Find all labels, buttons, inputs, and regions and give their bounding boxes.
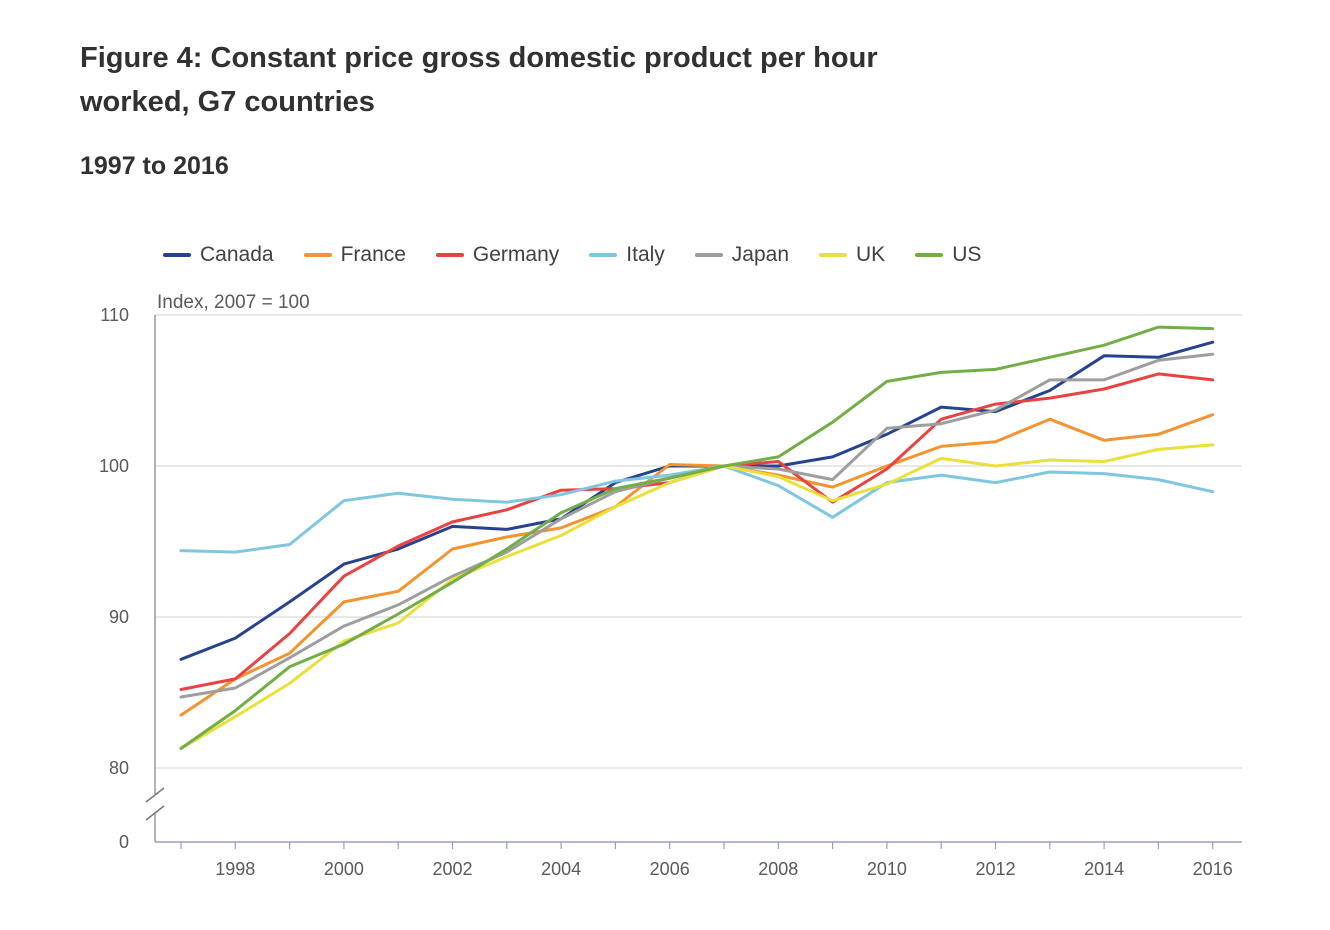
legend-label-us: US <box>952 243 982 266</box>
chart-subtitle: 1997 to 2016 <box>80 152 229 180</box>
x-tick-label-2014: 2014 <box>1084 859 1124 879</box>
x-tick-label-2006: 2006 <box>650 859 690 879</box>
legend-item-canada[interactable]: Canada <box>163 243 274 267</box>
chart-legend: Canada France Germany Italy Japan UK US <box>163 243 981 267</box>
legend-item-italy[interactable]: Italy <box>589 243 665 267</box>
x-tick-label-2000: 2000 <box>324 859 364 879</box>
series-line-canada <box>179 340 1215 661</box>
y-tick-label-80: 80 <box>109 758 129 778</box>
legend-item-japan[interactable]: Japan <box>694 243 790 267</box>
x-tick-label-2008: 2008 <box>758 859 798 879</box>
legend-swatch-italy <box>589 253 618 257</box>
legend-label-germany: Germany <box>472 243 560 266</box>
legend-label-canada: Canada <box>200 243 274 266</box>
chart-axes <box>145 315 1242 849</box>
legend-swatch-canada <box>163 253 191 257</box>
legend-label-italy: Italy <box>626 243 665 266</box>
x-tick-label-2004: 2004 <box>541 859 581 879</box>
chart-gridlines <box>155 314 1242 769</box>
y-tick-label-100: 100 <box>99 456 129 476</box>
x-tick-label-1998: 1998 <box>215 859 255 879</box>
y-tick-label-110: 110 <box>100 305 129 325</box>
legend-swatch-japan <box>694 253 723 257</box>
legend-swatch-germany <box>435 253 464 257</box>
x-tick-label-2012: 2012 <box>975 859 1015 879</box>
series-line-italy <box>179 464 1215 554</box>
series-line-japan <box>179 352 1215 699</box>
x-tick-label-2010: 2010 <box>867 859 907 879</box>
legend-item-us[interactable]: US <box>915 243 981 267</box>
y-tick-label-0: 0 <box>119 832 129 852</box>
series-line-france <box>179 413 1215 717</box>
chart-title: Figure 4: Constant price gross domestic … <box>80 42 878 118</box>
legend-swatch-uk <box>819 253 848 257</box>
legend-item-germany[interactable]: Germany <box>435 243 560 267</box>
axis-break-mark-upper <box>145 787 165 803</box>
chart-series <box>179 325 1215 750</box>
legend-item-uk[interactable]: UK <box>819 243 885 267</box>
y-tick-label-90: 90 <box>109 607 129 627</box>
legend-item-france[interactable]: France <box>303 243 406 267</box>
legend-label-uk: UK <box>856 243 886 266</box>
x-tick-label-2002: 2002 <box>432 859 472 879</box>
chart-labels: 80 90 100 110 0 Index, 2007 = 100 1998 2000 2002… <box>99 292 1233 879</box>
legend-swatch-france <box>303 253 332 257</box>
legend-swatch-us <box>915 253 944 257</box>
legend-label-france: France <box>340 243 406 266</box>
x-tick-label-2016: 2016 <box>1193 859 1233 879</box>
y-axis-label: Index, 2007 = 100 <box>157 292 310 313</box>
series-line-uk <box>179 443 1215 750</box>
series-line-us <box>179 325 1215 750</box>
legend-label-japan: Japan <box>731 243 790 266</box>
axis-break-mark-lower <box>145 805 165 821</box>
